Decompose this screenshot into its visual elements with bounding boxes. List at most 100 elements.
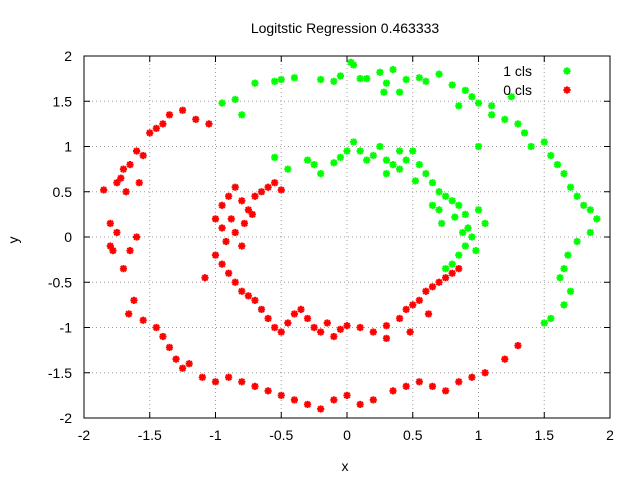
data-point	[428, 179, 437, 187]
data-point	[231, 95, 239, 104]
data-point	[356, 75, 364, 83]
legend-marker-1-cls	[563, 67, 571, 75]
data-point	[159, 120, 167, 128]
data-point	[428, 283, 437, 291]
data-point	[573, 237, 581, 246]
data-point	[566, 183, 575, 191]
data-point	[472, 246, 480, 255]
data-point	[363, 75, 371, 83]
data-point	[218, 99, 226, 107]
data-point	[152, 124, 160, 132]
data-point	[290, 310, 298, 318]
data-point	[560, 170, 568, 178]
data-point	[192, 115, 200, 123]
data-point	[461, 242, 469, 250]
data-point	[277, 75, 285, 84]
data-point	[435, 278, 443, 286]
data-point	[231, 228, 239, 237]
series-0	[218, 58, 601, 327]
data-point	[251, 382, 259, 390]
data-point	[146, 129, 154, 137]
data-point	[248, 210, 256, 218]
data-point	[330, 396, 338, 404]
data-point	[396, 314, 404, 323]
data-point	[448, 81, 456, 89]
data-point	[442, 274, 450, 282]
data-point	[172, 355, 180, 363]
legend-marker-0-cls	[563, 86, 571, 94]
data-point	[238, 242, 246, 250]
data-point	[369, 328, 377, 336]
data-point	[547, 314, 555, 323]
x-tick-label: 0	[343, 427, 351, 443]
data-point	[126, 161, 134, 169]
data-point	[451, 213, 459, 221]
series-1	[100, 106, 522, 413]
data-point	[133, 147, 141, 155]
x-tick-label: 1.5	[535, 427, 555, 443]
data-point	[448, 197, 456, 205]
data-point	[488, 102, 496, 110]
data-point	[310, 161, 318, 169]
data-point	[343, 391, 351, 399]
data-point	[303, 400, 312, 409]
y-tick-label: 1	[64, 139, 72, 155]
data-point	[225, 373, 233, 381]
data-point	[264, 314, 272, 323]
y-tick-label: 0.5	[53, 184, 73, 200]
data-point	[455, 102, 463, 110]
data-point	[297, 305, 305, 313]
data-point	[336, 72, 345, 80]
y-tick-label: 1.5	[53, 93, 73, 109]
data-point	[428, 382, 437, 390]
data-point	[527, 142, 535, 151]
data-point	[481, 219, 489, 228]
data-point	[330, 332, 338, 341]
data-point	[468, 373, 476, 381]
data-point	[442, 387, 450, 395]
data-point	[349, 138, 358, 146]
data-point	[409, 301, 417, 309]
data-point	[435, 206, 443, 214]
data-point	[218, 260, 226, 268]
data-point	[442, 192, 450, 200]
x-tick-label: -0.5	[269, 427, 293, 443]
data-point	[290, 396, 298, 404]
data-point	[125, 310, 133, 318]
data-point	[455, 201, 463, 209]
data-point	[402, 156, 410, 164]
data-point	[277, 328, 285, 336]
data-point	[251, 192, 259, 200]
data-point	[369, 151, 377, 160]
x-axis-label: x	[342, 458, 349, 474]
data-point	[422, 77, 430, 85]
data-point	[566, 287, 575, 295]
data-point	[139, 151, 147, 160]
data-point	[238, 287, 246, 295]
data-point	[225, 192, 233, 200]
data-point	[540, 319, 548, 327]
data-point	[244, 206, 252, 214]
data-point	[564, 251, 572, 259]
data-point	[264, 183, 272, 191]
data-point	[343, 322, 351, 330]
data-point	[205, 120, 213, 128]
data-point	[402, 382, 410, 390]
x-tick-label: -2	[78, 427, 91, 443]
data-point	[422, 287, 430, 295]
data-point	[106, 242, 114, 250]
data-point	[290, 74, 298, 82]
data-point	[251, 79, 259, 87]
data-point	[185, 360, 193, 368]
data-point	[389, 387, 397, 395]
data-point	[277, 391, 285, 399]
data-point	[277, 186, 285, 194]
data-point	[225, 269, 233, 277]
data-point	[198, 373, 206, 381]
data-point	[369, 396, 377, 404]
data-point	[218, 201, 226, 209]
data-point	[389, 65, 397, 74]
data-point	[211, 215, 220, 223]
data-point	[415, 161, 423, 169]
